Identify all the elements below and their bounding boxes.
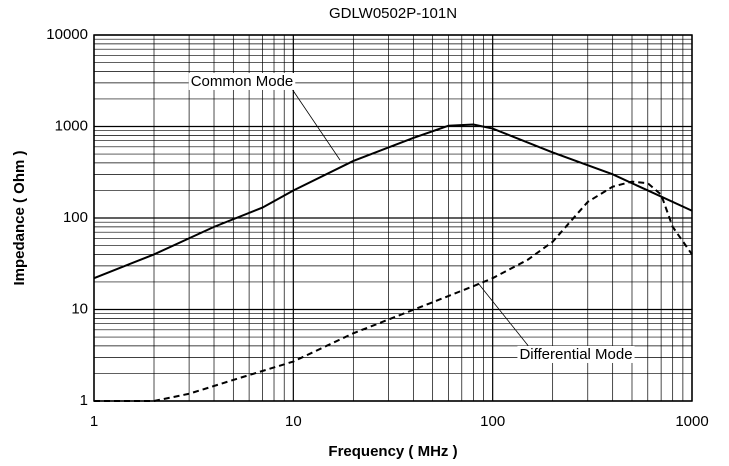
y-tick-label: 1 bbox=[80, 392, 88, 409]
x-tick-label: 100 bbox=[480, 413, 505, 430]
x-tick-label: 1 bbox=[90, 413, 98, 430]
line-series bbox=[94, 180, 693, 402]
x-tick-label: 10 bbox=[285, 413, 302, 430]
annotation-background bbox=[188, 72, 296, 90]
series-annotation: Differential Mode bbox=[519, 346, 632, 363]
y-axis-label: Impedance ( Ohm ) bbox=[11, 150, 28, 285]
y-tick-label: 1000 bbox=[55, 117, 88, 134]
plot-frame bbox=[93, 34, 693, 402]
y-tick-label: 100 bbox=[63, 209, 88, 226]
y-tick-label: 10000 bbox=[46, 26, 88, 43]
x-tick-label: 1000 bbox=[675, 413, 708, 430]
line-series bbox=[93, 123, 693, 280]
leader-line bbox=[289, 85, 341, 161]
chart-title: GDLW0502P-101N bbox=[329, 5, 457, 22]
series-annotation: Common Mode bbox=[191, 73, 294, 90]
annotation-background bbox=[517, 345, 635, 363]
leader-line bbox=[477, 282, 531, 349]
y-tick-label: 10 bbox=[71, 300, 88, 317]
x-axis-label: Frequency ( MHz ) bbox=[328, 443, 457, 460]
